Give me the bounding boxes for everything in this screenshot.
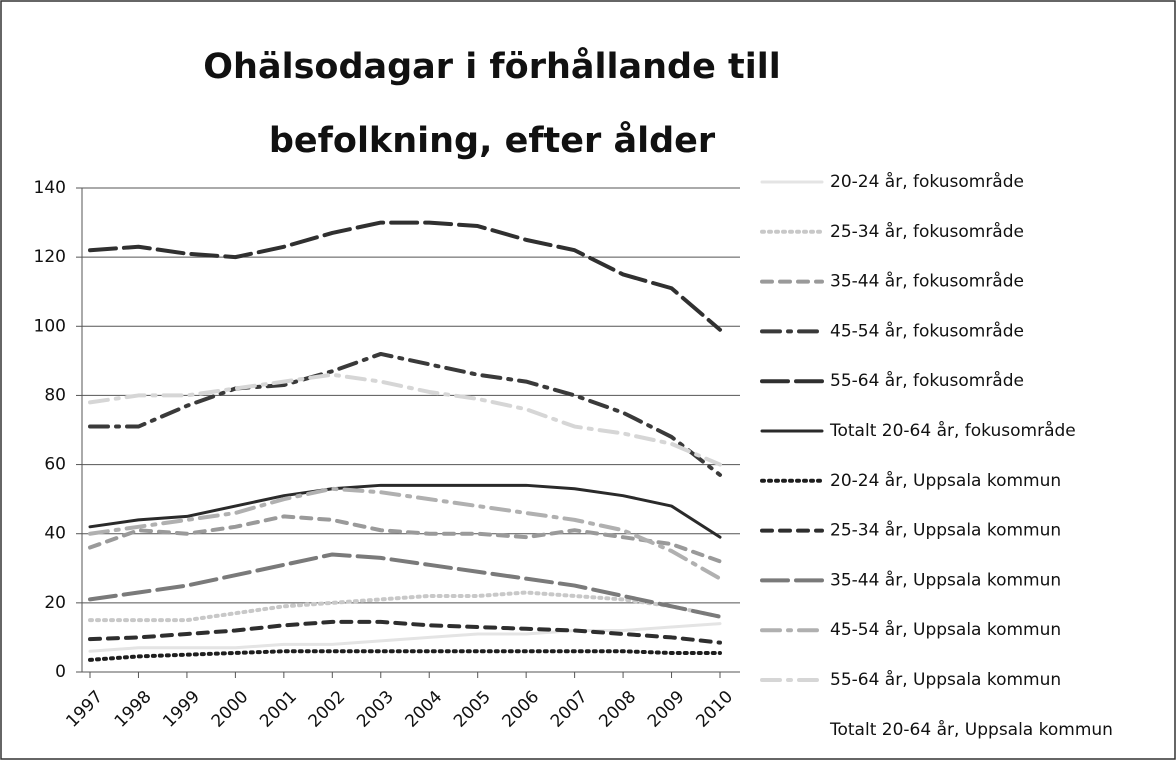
y-tick-label: 120 xyxy=(34,247,66,267)
chart-title: befolkning, efter ålder xyxy=(269,120,716,161)
legend-label: 45-54 år, Uppsala kommun xyxy=(830,619,1061,640)
legend-label: 25-34 år, fokusområde xyxy=(830,221,1024,242)
legend-label: Totalt 20-64 år, Uppsala kommun xyxy=(829,719,1113,740)
series-line xyxy=(88,486,722,581)
y-tick-label: 40 xyxy=(44,524,66,544)
series-line xyxy=(88,622,722,653)
legend-label: 55-64 år, Uppsala kommun xyxy=(830,669,1061,690)
legend-label: 45-54 år, fokusområde xyxy=(830,320,1024,341)
y-tick-label: 100 xyxy=(34,316,66,336)
series-line xyxy=(88,649,722,662)
series-line xyxy=(88,220,722,332)
series-line xyxy=(88,483,722,539)
legend-label: 25-34 år, Uppsala kommun xyxy=(830,520,1061,541)
y-tick-label: 140 xyxy=(34,178,66,198)
y-tick-label: 20 xyxy=(44,593,66,613)
chart-title: Ohälsodagar i förhållande till xyxy=(203,46,780,87)
legend-label: 35-44 år, fokusområde xyxy=(830,271,1024,292)
series-line xyxy=(88,619,722,645)
y-tick-label: 0 xyxy=(55,662,66,682)
legend-label: 35-44 år, Uppsala kommun xyxy=(830,569,1061,590)
series-line xyxy=(88,514,722,564)
legend-label: 55-64 år, fokusområde xyxy=(830,370,1024,391)
y-tick-label: 80 xyxy=(44,385,66,405)
series-line xyxy=(88,590,722,623)
series-line xyxy=(88,351,722,477)
y-tick-label: 60 xyxy=(44,455,66,475)
series-line xyxy=(88,552,722,619)
series-line xyxy=(88,372,722,467)
legend-label: 20-24 år, fokusområde xyxy=(830,171,1024,192)
legend-label: 20-24 år, Uppsala kommun xyxy=(830,470,1061,491)
legend-label: Totalt 20-64 år, fokusområde xyxy=(829,420,1076,441)
